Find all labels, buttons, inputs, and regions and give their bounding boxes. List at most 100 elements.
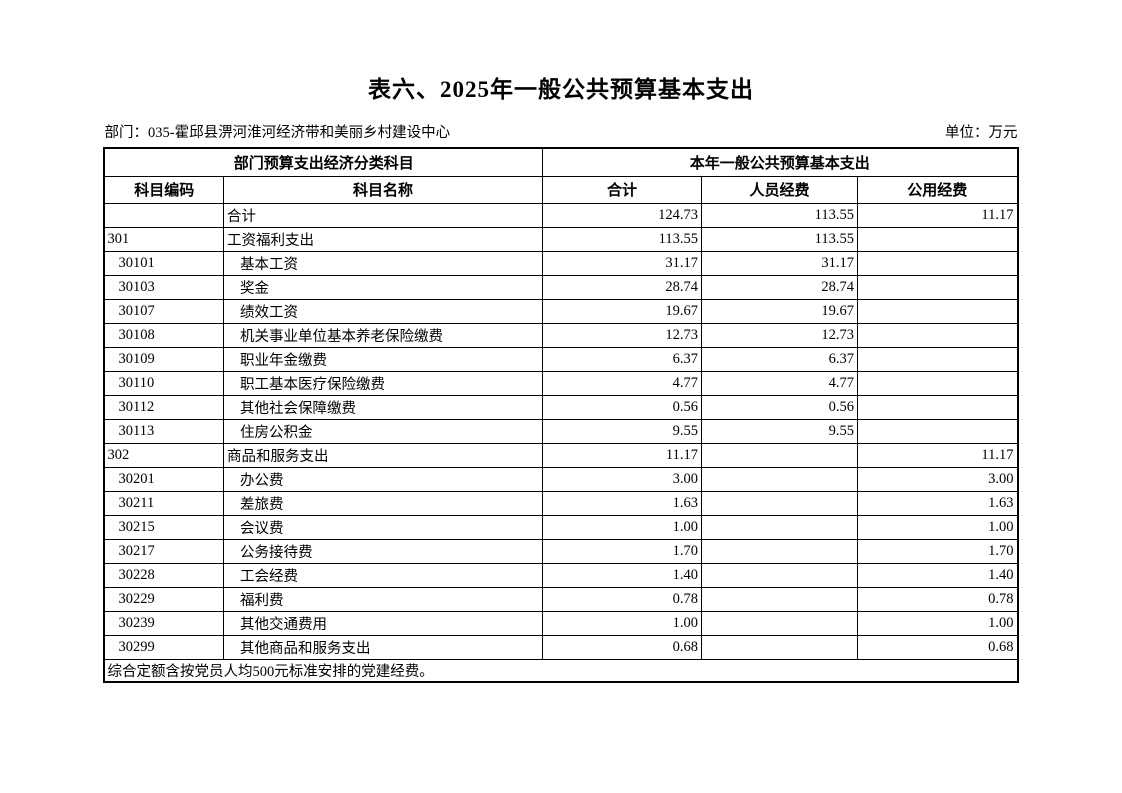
cell-public-funds — [856, 298, 1019, 324]
cell-total: 0.68 — [542, 634, 702, 660]
cell-personnel-funds: 113.55 — [701, 226, 858, 252]
cell-subject-name: 办公费 — [222, 466, 544, 492]
table-row: 30299 其他商品和服务支出 0.68 0.68 — [103, 634, 1019, 660]
table-row: 30109 职业年金缴费 6.37 6.37 — [103, 346, 1019, 372]
table-row: 30108 机关事业单位基本养老保险缴费 12.73 12.73 — [103, 322, 1019, 348]
table-row: 30103 奖金 28.74 28.74 — [103, 274, 1019, 300]
cell-public-funds — [856, 418, 1019, 444]
cell-public-funds — [856, 370, 1019, 396]
cell-subject-code: 30107 — [103, 298, 224, 324]
cell-total: 1.63 — [542, 490, 702, 516]
cell-total: 0.56 — [542, 394, 702, 420]
cell-subject-name: 奖金 — [222, 274, 544, 300]
table-row: 30239 其他交通费用 1.00 1.00 — [103, 610, 1019, 636]
department-label: 部门：035-霍邱县淠河淮河经济带和美丽乡村建设中心 — [104, 125, 451, 141]
cell-personnel-funds: 19.67 — [701, 298, 858, 324]
table-row: 302 商品和服务支出 11.17 11.17 — [103, 442, 1019, 468]
cell-total: 31.17 — [542, 250, 702, 276]
cell-personnel-funds — [701, 514, 858, 540]
cell-subject-code: 30108 — [103, 322, 224, 348]
cell-personnel-funds: 6.37 — [701, 346, 858, 372]
cell-personnel-funds — [701, 586, 858, 612]
cell-subject-name: 合计 — [222, 202, 544, 228]
cell-subject-name: 工会经费 — [222, 562, 544, 588]
cell-public-funds: 0.78 — [856, 586, 1019, 612]
cell-subject-code — [103, 202, 224, 228]
cell-subject-code: 30211 — [103, 490, 224, 516]
table-row: 30211 差旅费 1.63 1.63 — [103, 490, 1019, 516]
cell-subject-code: 30215 — [103, 514, 224, 540]
cell-subject-name: 其他交通费用 — [222, 610, 544, 636]
cell-subject-name: 其他商品和服务支出 — [222, 634, 544, 660]
column-header-code: 科目编码 — [103, 175, 224, 204]
cell-public-funds — [856, 394, 1019, 420]
cell-personnel-funds — [701, 538, 858, 564]
cell-subject-name: 会议费 — [222, 514, 544, 540]
cell-subject-name: 机关事业单位基本养老保险缴费 — [222, 322, 544, 348]
cell-personnel-funds: 9.55 — [701, 418, 858, 444]
table-row: 合计 124.73 113.55 11.17 — [103, 202, 1019, 228]
column-header-personnel: 人员经费 — [701, 175, 858, 204]
cell-subject-code: 30112 — [103, 394, 224, 420]
cell-total: 113.55 — [542, 226, 702, 252]
header-group-classification: 部门预算支出经济分类科目 — [103, 147, 544, 177]
cell-subject-name: 商品和服务支出 — [222, 442, 544, 468]
table-row: 30112 其他社会保障缴费 0.56 0.56 — [103, 394, 1019, 420]
cell-public-funds — [856, 346, 1019, 372]
cell-subject-name: 福利费 — [222, 586, 544, 612]
cell-total: 12.73 — [542, 322, 702, 348]
cell-personnel-funds — [701, 442, 858, 468]
unit-label: 单位：万元 — [945, 125, 1018, 141]
cell-subject-code: 30109 — [103, 346, 224, 372]
cell-personnel-funds — [701, 490, 858, 516]
cell-subject-code: 30110 — [103, 370, 224, 396]
cell-personnel-funds — [701, 562, 858, 588]
cell-total: 1.40 — [542, 562, 702, 588]
cell-subject-code: 30103 — [103, 274, 224, 300]
cell-personnel-funds: 113.55 — [701, 202, 858, 228]
cell-public-funds — [856, 250, 1019, 276]
cell-subject-code: 30239 — [103, 610, 224, 636]
cell-total: 9.55 — [542, 418, 702, 444]
cell-subject-name: 绩效工资 — [222, 298, 544, 324]
cell-public-funds: 1.70 — [856, 538, 1019, 564]
cell-total: 3.00 — [542, 466, 702, 492]
table-row: 30113 住房公积金 9.55 9.55 — [103, 418, 1019, 444]
cell-subject-code: 30299 — [103, 634, 224, 660]
cell-total: 4.77 — [542, 370, 702, 396]
cell-public-funds: 11.17 — [856, 202, 1019, 228]
budget-table: 部门预算支出经济分类科目 本年一般公共预算基本支出 科目编码 科目名称 合计 人… — [103, 147, 1019, 683]
cell-total: 11.17 — [542, 442, 702, 468]
cell-subject-name: 公务接待费 — [222, 538, 544, 564]
footnote-text: 综合定额含按党员人均500元标准安排的党建经费。 — [103, 658, 1019, 683]
cell-total: 0.78 — [542, 586, 702, 612]
header-group-basic-expenditure: 本年一般公共预算基本支出 — [541, 147, 1019, 177]
table-column-header-row: 科目编码 科目名称 合计 人员经费 公用经费 — [103, 175, 1019, 204]
meta-row: 部门：035-霍邱县淠河淮河经济带和美丽乡村建设中心 单位：万元 — [105, 121, 1018, 142]
table-row: 30110 职工基本医疗保险缴费 4.77 4.77 — [103, 370, 1019, 396]
cell-subject-name: 基本工资 — [222, 250, 544, 276]
cell-public-funds: 1.40 — [856, 562, 1019, 588]
table-row: 30201 办公费 3.00 3.00 — [103, 466, 1019, 492]
cell-personnel-funds — [701, 634, 858, 660]
cell-total: 1.00 — [542, 514, 702, 540]
cell-public-funds: 0.68 — [856, 634, 1019, 660]
table-row: 30107 绩效工资 19.67 19.67 — [103, 298, 1019, 324]
cell-personnel-funds: 4.77 — [701, 370, 858, 396]
cell-subject-name: 职业年金缴费 — [222, 346, 544, 372]
table-row: 30229 福利费 0.78 0.78 — [103, 586, 1019, 612]
table-row: 30217 公务接待费 1.70 1.70 — [103, 538, 1019, 564]
cell-public-funds: 11.17 — [856, 442, 1019, 468]
cell-subject-name: 住房公积金 — [222, 418, 544, 444]
cell-total: 124.73 — [542, 202, 702, 228]
cell-subject-name: 差旅费 — [222, 490, 544, 516]
cell-personnel-funds: 12.73 — [701, 322, 858, 348]
cell-subject-code: 30201 — [103, 466, 224, 492]
cell-subject-name: 工资福利支出 — [222, 226, 544, 252]
column-header-total: 合计 — [542, 175, 702, 204]
cell-subject-code: 30113 — [103, 418, 224, 444]
table-body: 合计 124.73 113.55 11.17 301 工资福利支出 113.55 113.55… — [103, 202, 1019, 660]
cell-public-funds — [856, 226, 1019, 252]
cell-personnel-funds: 28.74 — [701, 274, 858, 300]
